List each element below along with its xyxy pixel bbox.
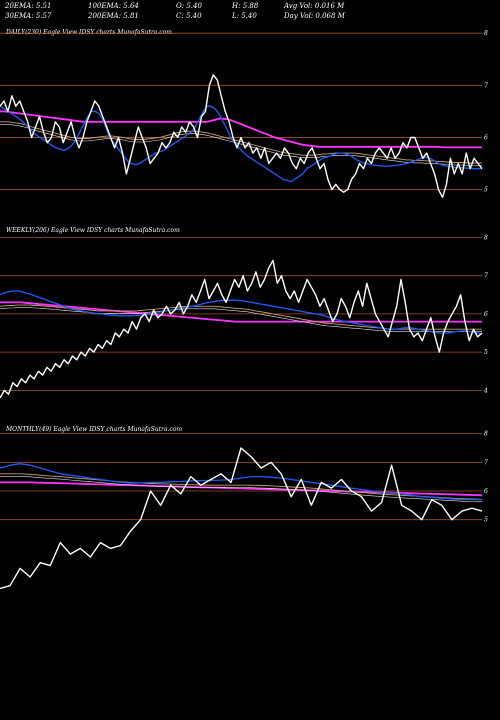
ema20-readout: 20EMA: 5.51 xyxy=(5,2,52,10)
panel-title: MONTHLY(49) Eagle View IDSY charts Munaf… xyxy=(5,426,182,433)
avg-vol-readout: Avg Vol: 0.016 M xyxy=(284,2,345,10)
low-readout: L: 5.40 xyxy=(232,12,257,20)
series-ema-mid xyxy=(0,473,483,500)
close-readout: C: 5.40 xyxy=(176,12,202,20)
high-readout: H: 5.88 xyxy=(232,2,259,10)
series-price xyxy=(0,447,483,590)
series-ema-fast xyxy=(0,105,482,183)
series-ema-mid-shadow xyxy=(0,124,482,166)
tick-label-7: 7 xyxy=(484,273,488,280)
series-price xyxy=(0,74,483,199)
day-vol-readout: Day Vol: 0.068 M xyxy=(284,12,345,20)
series-ema-mid xyxy=(0,304,482,330)
tick-label-6: 6 xyxy=(484,134,488,141)
ema30-readout: 30EMA: 5.57 xyxy=(5,12,52,20)
series-price xyxy=(0,259,483,399)
tick-label-7: 7 xyxy=(484,82,488,89)
series-ema-slow xyxy=(0,301,482,323)
tick-label-8: 8 xyxy=(484,30,488,37)
tick-label-5: 5 xyxy=(484,187,488,194)
indicator-header: 20EMA: 5.51 100EMA: 5.64 O: 5.40 H: 5.88… xyxy=(0,0,500,22)
panel-title: DAILY(230) Eagle View IDSY charts Munafa… xyxy=(5,29,172,36)
series-ema-mid xyxy=(0,121,482,164)
tick-label-7: 7 xyxy=(484,459,488,466)
tick-label-6: 6 xyxy=(484,311,488,318)
chart-panel-1: DAILY(230) Eagle View IDSY charts Munafa… xyxy=(0,29,488,199)
chart-panel-3: MONTHLY(49) Eagle View IDSY charts Munaf… xyxy=(0,426,488,590)
series-ema-fast xyxy=(0,463,482,501)
tick-label-5: 5 xyxy=(484,517,488,524)
tick-label-5: 5 xyxy=(484,349,488,356)
tick-label-8: 8 xyxy=(484,431,488,438)
tick-label-6: 6 xyxy=(484,488,488,495)
ema100-readout: 100EMA: 5.64 xyxy=(88,2,139,10)
open-readout: O: 5.40 xyxy=(176,2,202,10)
series-ema-slow xyxy=(0,481,483,497)
series-ema-mid-shadow xyxy=(0,307,482,333)
series-ema-mid-shadow xyxy=(0,475,483,503)
panel-title: WEEKLY(206) Eagle View IDSY charts Munaf… xyxy=(6,227,180,234)
tick-label-4: 4 xyxy=(483,387,488,394)
ema200-readout: 200EMA: 5.81 xyxy=(88,12,139,20)
chart-panel-2: WEEKLY(206) Eagle View IDSY charts Munaf… xyxy=(0,227,488,399)
tick-label-8: 8 xyxy=(484,234,488,241)
series-ema-fast xyxy=(0,290,483,335)
